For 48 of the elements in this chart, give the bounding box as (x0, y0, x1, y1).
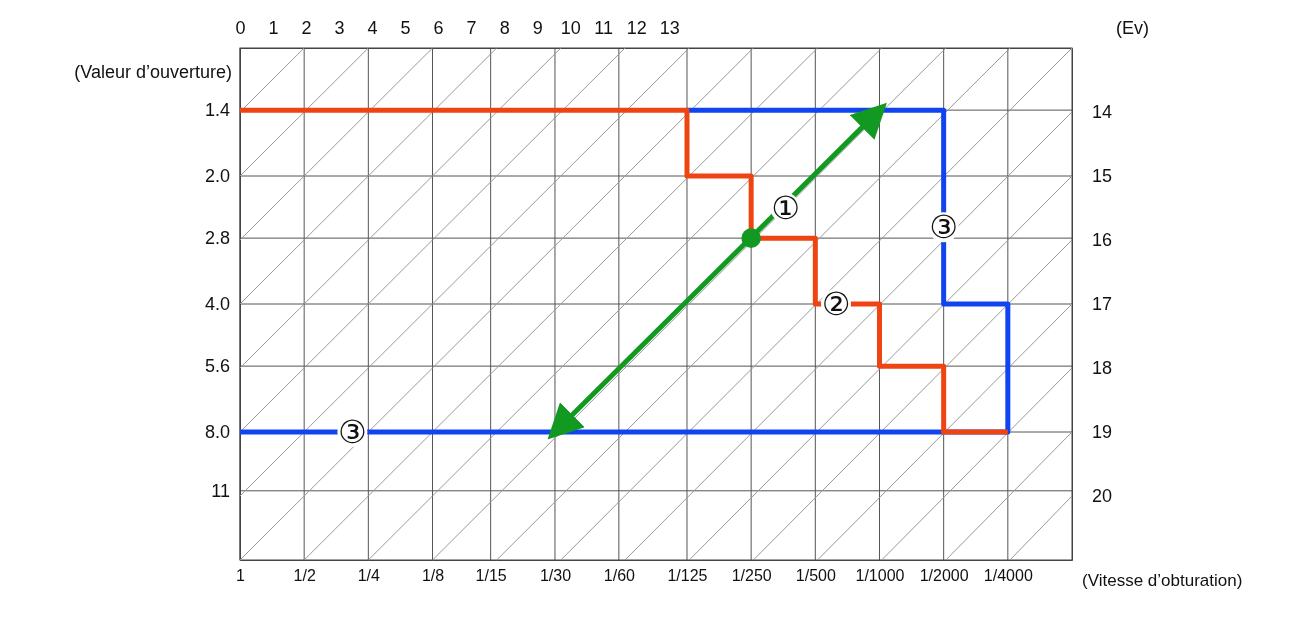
y2-tick-label: 17 (1092, 294, 1113, 315)
y-tick-label: 5.6 (204, 356, 230, 377)
x-tick-label: 1/4000 (983, 567, 1033, 585)
x-tick-label: 1/2000 (919, 567, 969, 585)
x2-tick-label: 7 (466, 18, 477, 38)
y2-tick-label: 19 (1092, 422, 1113, 443)
y-tick-label: 4.0 (204, 294, 230, 315)
x2-tick-label: 5 (400, 18, 411, 38)
x-tick-label: 1/8 (421, 567, 445, 585)
y-tick-label: 1.4 (204, 100, 230, 121)
x-tick-label: 1/15 (475, 567, 507, 585)
y-tick-label: 2.0 (204, 166, 230, 187)
x2-tick-label: 11 (594, 18, 614, 38)
x2-tick-label: 6 (433, 18, 444, 38)
y-axis-title: (Valeur d’ouverture) (74, 62, 232, 82)
x-tick-label: 1/4 (357, 567, 381, 585)
x-tick-label: 1/60 (603, 567, 636, 585)
x2-tick-label: 10 (560, 18, 581, 38)
y-tick-label: 2.8 (204, 228, 230, 249)
x-tick-label: 1/2 (293, 567, 316, 585)
x-tick-label: 1 (236, 567, 246, 585)
x2-tick-label: 8 (499, 18, 510, 38)
x2-tick-label: 0 (235, 18, 246, 38)
x-axis-title: (Vitesse d’obturation) (1082, 571, 1243, 590)
y2-axis-title: (Ev) (1116, 18, 1149, 38)
x-tick-label: 1/1000 (855, 567, 905, 585)
y2-tick-label: 14 (1092, 102, 1113, 123)
x2-tick-label: 9 (532, 18, 543, 38)
annotation: ③ (338, 413, 367, 451)
x2-tick-label: 3 (334, 18, 345, 38)
y2-tick-label: 16 (1092, 230, 1113, 251)
y2-tick-label: 18 (1092, 358, 1113, 379)
annotation: ② (821, 285, 851, 323)
x-tick-label: 1/125 (667, 567, 708, 585)
y2-tick-label: 15 (1092, 166, 1113, 187)
annotation: ① (771, 189, 800, 228)
x2-tick-label: 12 (626, 18, 647, 38)
x2-tick-label: 4 (367, 18, 378, 38)
x2-tick-label: 13 (659, 18, 680, 38)
y-tick-label: 8.0 (204, 422, 230, 443)
annotation: ③ (929, 208, 959, 247)
x-tick-label: 1/500 (795, 567, 836, 585)
x2-tick-label: 2 (301, 18, 312, 38)
y2-tick-label: 20 (1092, 486, 1113, 507)
x-tick-label: 1/250 (731, 567, 772, 585)
x-tick-label: 1/30 (539, 567, 572, 585)
x2-tick-label: 1 (268, 18, 279, 38)
y-tick-label: 11 (211, 481, 230, 502)
